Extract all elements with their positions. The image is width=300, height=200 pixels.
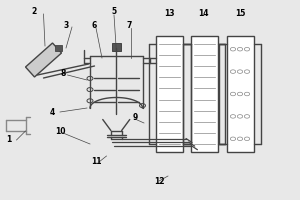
Polygon shape xyxy=(26,43,62,77)
Text: 8: 8 xyxy=(60,70,66,78)
Circle shape xyxy=(237,47,243,51)
Text: 3: 3 xyxy=(63,21,69,29)
Bar xyxy=(190,36,218,152)
Circle shape xyxy=(237,92,243,96)
Circle shape xyxy=(244,92,250,96)
Text: 6: 6 xyxy=(92,21,97,30)
Text: 9: 9 xyxy=(132,114,138,122)
Circle shape xyxy=(244,115,250,118)
Bar xyxy=(156,36,183,152)
Circle shape xyxy=(237,137,243,141)
Circle shape xyxy=(244,47,250,51)
Text: 11: 11 xyxy=(91,158,101,166)
Circle shape xyxy=(244,137,250,141)
Circle shape xyxy=(230,47,236,51)
Text: 1: 1 xyxy=(6,136,12,144)
Text: 10: 10 xyxy=(55,128,65,136)
Circle shape xyxy=(237,115,243,118)
Circle shape xyxy=(230,70,236,73)
Circle shape xyxy=(87,99,93,103)
Text: 2: 2 xyxy=(32,6,37,16)
Circle shape xyxy=(244,70,250,73)
Circle shape xyxy=(230,92,236,96)
Bar xyxy=(55,45,62,51)
Text: 15: 15 xyxy=(235,8,245,18)
Circle shape xyxy=(237,70,243,73)
Text: 4: 4 xyxy=(50,108,55,116)
Bar xyxy=(226,36,254,152)
Circle shape xyxy=(140,104,146,108)
Text: 12: 12 xyxy=(154,178,164,186)
Bar xyxy=(112,43,121,51)
Circle shape xyxy=(87,76,93,80)
Text: 5: 5 xyxy=(111,7,117,17)
Text: 13: 13 xyxy=(164,8,175,18)
Circle shape xyxy=(230,115,236,118)
Circle shape xyxy=(230,137,236,141)
Text: 14: 14 xyxy=(198,8,209,18)
Text: 7: 7 xyxy=(126,21,132,30)
Circle shape xyxy=(87,88,93,92)
